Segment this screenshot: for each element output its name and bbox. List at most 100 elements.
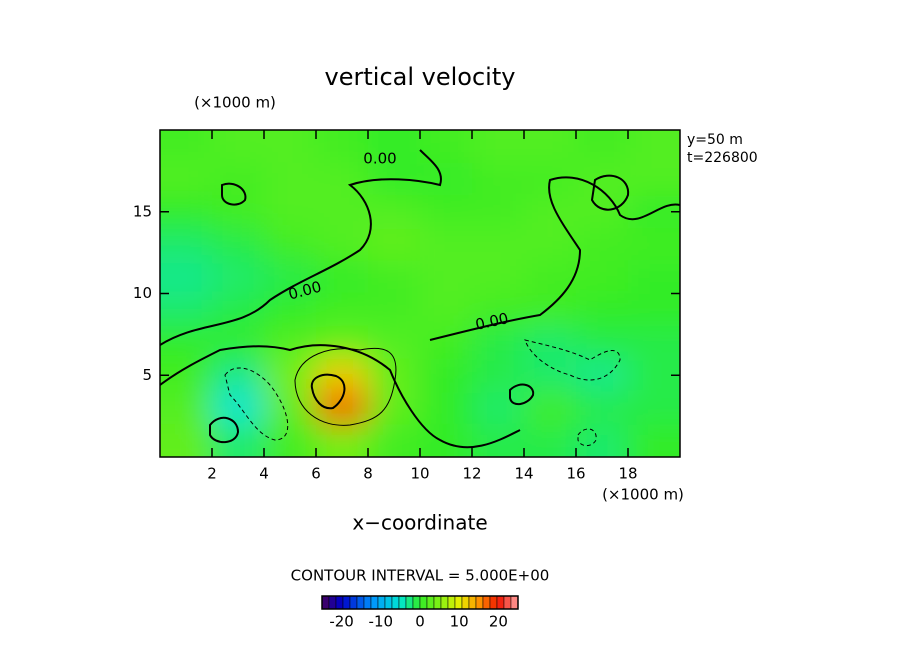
x-tick-label: 10	[410, 465, 429, 483]
colorbar-swatch	[433, 595, 442, 610]
cell	[524, 326, 577, 360]
cell	[628, 391, 680, 426]
cell	[628, 326, 680, 360]
colorbar-swatch	[454, 595, 463, 610]
cell	[472, 195, 525, 230]
cell	[212, 162, 265, 197]
cell	[212, 326, 265, 360]
cell	[472, 326, 525, 360]
contour-line	[509, 383, 535, 406]
cell	[212, 424, 265, 457]
cell	[420, 358, 473, 393]
colorbar-swatch	[482, 595, 491, 610]
cell	[472, 260, 525, 295]
cell	[160, 424, 213, 457]
cell	[472, 391, 525, 426]
y-unit: (×1000 m)	[194, 94, 276, 112]
cell	[576, 326, 629, 360]
y-tick-label: 5	[142, 366, 152, 384]
colorbar-tick-label: 10	[450, 613, 469, 631]
cell	[472, 162, 525, 197]
cell	[628, 130, 680, 164]
contour-line	[160, 149, 442, 346]
cell	[628, 162, 680, 197]
colorbar-swatch	[349, 595, 358, 610]
cell	[212, 228, 265, 262]
x-axis-label: x−coordinate	[352, 511, 487, 535]
colorbar-tick-label: 20	[489, 613, 508, 631]
cell	[316, 293, 369, 328]
cell	[628, 424, 680, 457]
cell	[368, 195, 421, 230]
colorbar-swatch	[335, 595, 344, 610]
cell	[316, 228, 369, 262]
cell	[264, 228, 317, 262]
cell	[368, 293, 421, 328]
x-tick-label: 16	[566, 465, 585, 483]
contour-line	[429, 176, 680, 341]
cell	[420, 424, 473, 457]
colorbar-tick-label: -20	[329, 613, 354, 631]
cell	[212, 130, 265, 164]
colorbar-swatch	[475, 595, 484, 610]
cell	[316, 260, 369, 295]
cell	[368, 424, 421, 457]
cell	[472, 130, 525, 164]
colorbar-swatch	[489, 595, 498, 610]
x-tick-label: 2	[207, 465, 217, 483]
y-tick-label: 15	[133, 202, 152, 220]
cell	[160, 228, 213, 262]
cell	[160, 162, 213, 197]
colorbar-swatch	[405, 595, 414, 610]
cell	[368, 130, 421, 164]
cell	[368, 326, 421, 360]
contour-line	[577, 428, 597, 447]
cell	[576, 130, 629, 164]
cell	[316, 424, 369, 457]
colorbar-swatch	[356, 595, 365, 610]
cell	[212, 391, 265, 426]
cell	[264, 326, 317, 360]
cell	[264, 424, 317, 457]
annotation: y=50 m	[687, 132, 743, 148]
colorbar-swatch	[377, 595, 386, 610]
cell	[264, 130, 317, 164]
cell	[420, 130, 473, 164]
colorbar-swatch	[447, 595, 456, 610]
chart-title: vertical velocity	[325, 63, 516, 91]
cell	[264, 358, 317, 393]
cell	[316, 195, 369, 230]
x-tick-label: 12	[462, 465, 481, 483]
colorbar-swatch	[419, 595, 428, 610]
colorbar-swatch	[426, 595, 435, 610]
x-unit: (×1000 m)	[602, 486, 684, 504]
cell	[472, 293, 525, 328]
colorbar-swatch	[384, 595, 393, 610]
cell	[368, 260, 421, 295]
contour-interval: CONTOUR INTERVAL = 5.000E+00	[291, 567, 550, 585]
cell	[524, 260, 577, 295]
field	[160, 130, 680, 457]
cell	[472, 358, 525, 393]
cell	[368, 358, 421, 393]
colorbar-swatch	[496, 595, 505, 610]
x-tick-label: 14	[514, 465, 533, 483]
colorbar-swatch	[503, 595, 512, 610]
contour-line	[221, 182, 247, 206]
x-tick-label: 6	[311, 465, 321, 483]
cell	[524, 130, 577, 164]
colorbar-swatch	[391, 595, 400, 610]
cell	[264, 391, 317, 426]
cell	[316, 326, 369, 360]
cell	[420, 162, 473, 197]
colorbar-swatch	[363, 595, 372, 610]
contour-line	[524, 339, 621, 381]
cell	[576, 358, 629, 393]
cell	[264, 162, 317, 197]
cell	[368, 391, 421, 426]
cell	[420, 293, 473, 328]
colorbar-swatch	[412, 595, 421, 610]
cell	[212, 195, 265, 230]
cell	[576, 391, 629, 426]
